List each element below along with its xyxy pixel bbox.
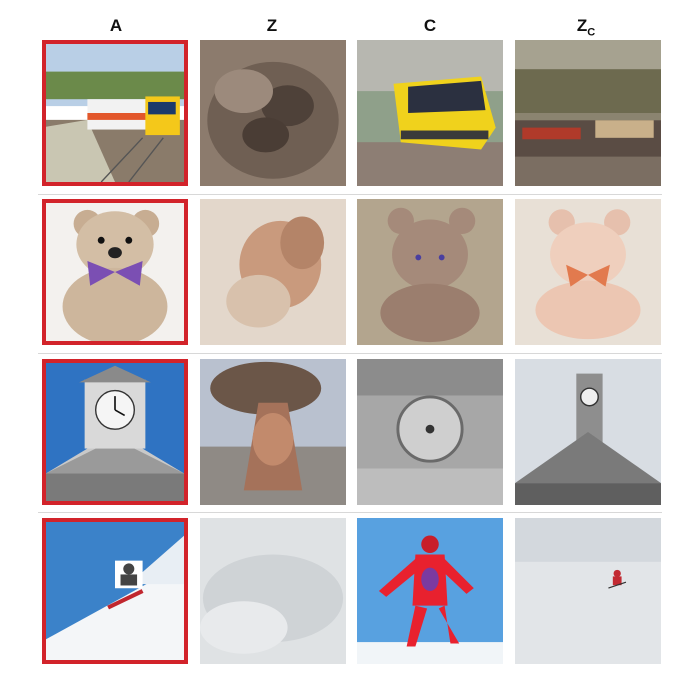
row3-c-output-image	[357, 359, 503, 505]
column-header-c: C	[423, 16, 437, 35]
row2-zc-output-image	[515, 199, 661, 345]
row2-c-output-image	[357, 199, 503, 345]
row4-zc-output-image	[515, 518, 661, 664]
row4-c-output-image	[357, 518, 503, 664]
row1-original-train-photo	[42, 40, 188, 186]
row3-zc-output-image	[515, 359, 661, 505]
column-header-zc-main: Z	[576, 16, 588, 35]
row2-z-output-image	[200, 199, 346, 345]
row4-original-skier-photo	[42, 518, 188, 664]
row1-zc-output-image	[515, 40, 661, 186]
row3-z-output-image	[200, 359, 346, 505]
column-header-zc: ZC	[556, 16, 616, 38]
column-header-a: A	[109, 16, 123, 35]
row3-original-clock-tower-photo	[42, 359, 188, 505]
column-header-z: Z	[266, 16, 278, 35]
row1-c-output-image	[357, 40, 503, 186]
column-header-zc-subscript: C	[587, 26, 596, 39]
row-divider	[38, 353, 662, 354]
row-divider	[38, 512, 662, 513]
row2-original-teddy-bear-photo	[42, 199, 188, 345]
row-divider	[38, 194, 662, 195]
row4-z-output-image	[200, 518, 346, 664]
row1-z-output-image	[200, 40, 346, 186]
